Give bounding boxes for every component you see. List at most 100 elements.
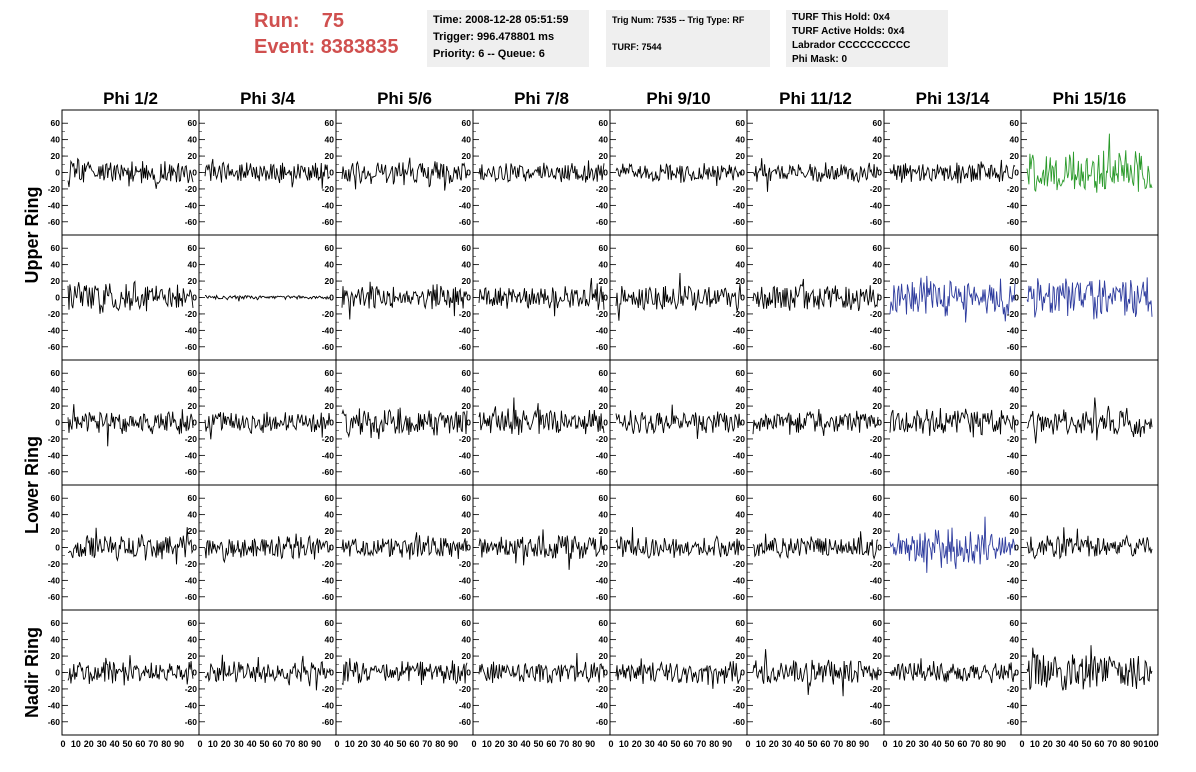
waveform-trace xyxy=(889,159,1016,184)
y-tick-label: 20 xyxy=(51,401,61,411)
waveform-trace xyxy=(341,407,468,440)
run-row: Run: 75 xyxy=(254,8,399,34)
column-header: Phi 7/8 xyxy=(514,89,569,108)
x-tick-label: 90 xyxy=(585,739,595,749)
x-tick-label: 40 xyxy=(1069,739,1079,749)
x-tick-label: 80 xyxy=(161,739,171,749)
y-tick-label: -40 xyxy=(322,700,335,710)
x-tick-label: 70 xyxy=(970,739,980,749)
y-tick-label: -40 xyxy=(185,325,198,335)
y-tick-label: 40 xyxy=(51,510,61,520)
y-tick-label: 60 xyxy=(51,368,61,378)
y-tick-label: 20 xyxy=(188,151,198,161)
y-tick-label: 0 xyxy=(603,418,608,428)
waveform-trace xyxy=(478,397,605,436)
y-tick-label: -40 xyxy=(1007,700,1020,710)
y-tick-label: 60 xyxy=(736,618,746,628)
y-tick-label: 20 xyxy=(325,526,335,536)
waveform-trace xyxy=(889,275,1016,323)
y-tick-label: -40 xyxy=(48,200,61,210)
y-tick-label: 0 xyxy=(877,168,882,178)
y-tick-label: -40 xyxy=(1007,575,1020,585)
y-tick-label: -40 xyxy=(1007,200,1020,210)
y-tick-label: -40 xyxy=(1007,325,1020,335)
y-tick-label: 40 xyxy=(51,260,61,270)
y-tick-label: -20 xyxy=(1007,434,1020,444)
x-tick-label: 80 xyxy=(435,739,445,749)
waveform-trace xyxy=(478,160,605,183)
y-tick-label: 60 xyxy=(599,368,609,378)
y-tick-label: 0 xyxy=(466,543,471,553)
labrador-text: Labrador CCCCCCCCCC xyxy=(792,40,911,51)
time-info-box: Time: 2008-12-28 05:51:59 Trigger: 996.4… xyxy=(427,10,589,67)
waveform-trace xyxy=(341,658,468,686)
y-tick-label: 0 xyxy=(603,168,608,178)
y-tick-label: 20 xyxy=(188,401,198,411)
y-tick-label: -60 xyxy=(48,342,61,352)
y-tick-label: 20 xyxy=(325,651,335,661)
x-tick-label: 60 xyxy=(546,739,556,749)
y-tick-label: -60 xyxy=(459,342,472,352)
y-tick-label: 0 xyxy=(603,668,608,678)
y-tick-label: -20 xyxy=(1007,184,1020,194)
y-tick-label: -20 xyxy=(596,684,609,694)
x-tick-label: 20 xyxy=(632,739,642,749)
y-tick-label: -20 xyxy=(322,684,335,694)
y-tick-label: -20 xyxy=(596,184,609,194)
y-tick-label: -40 xyxy=(596,450,609,460)
y-tick-label: 60 xyxy=(873,618,883,628)
y-tick-label: 0 xyxy=(329,543,334,553)
y-tick-label: 0 xyxy=(877,293,882,303)
y-tick-label: 0 xyxy=(329,418,334,428)
y-tick-label: 40 xyxy=(599,260,609,270)
y-tick-label: 20 xyxy=(188,651,198,661)
y-tick-label: 0 xyxy=(1014,293,1019,303)
y-tick-label: -60 xyxy=(733,467,746,477)
y-tick-label: 20 xyxy=(1010,151,1020,161)
x-tick-label: 80 xyxy=(298,739,308,749)
waveform-trace xyxy=(1026,645,1153,691)
x-tick-label: 50 xyxy=(944,739,954,749)
y-tick-label: -60 xyxy=(1007,717,1020,727)
x-tick-label: 70 xyxy=(833,739,843,749)
y-tick-label: 20 xyxy=(462,401,472,411)
y-tick-label: -20 xyxy=(1007,684,1020,694)
y-tick-label: 0 xyxy=(55,293,60,303)
y-tick-label: 60 xyxy=(1010,243,1020,253)
y-tick-label: 40 xyxy=(188,385,198,395)
y-tick-label: 60 xyxy=(188,493,198,503)
x-tick-label: 40 xyxy=(384,739,394,749)
y-tick-label: 60 xyxy=(188,243,198,253)
y-tick-label: -20 xyxy=(870,309,883,319)
y-tick-label: -60 xyxy=(733,592,746,602)
y-tick-label: 40 xyxy=(1010,635,1020,645)
y-tick-label: -60 xyxy=(48,467,61,477)
x-tick-label: 80 xyxy=(983,739,993,749)
y-tick-label: -60 xyxy=(596,717,609,727)
x-tick-label: 80 xyxy=(572,739,582,749)
x-tick-label: 10 xyxy=(208,739,218,749)
x-tick-label: 0 xyxy=(882,739,887,749)
x-tick-label: 60 xyxy=(135,739,145,749)
y-tick-label: 60 xyxy=(736,243,746,253)
y-tick-label: 60 xyxy=(599,618,609,628)
y-tick-label: -40 xyxy=(1007,450,1020,460)
turf-text: TURF: 7544 xyxy=(612,42,662,52)
y-tick-label: 0 xyxy=(192,293,197,303)
waveform-trace xyxy=(752,649,879,697)
y-tick-label: 20 xyxy=(736,151,746,161)
y-tick-label: 0 xyxy=(740,168,745,178)
y-tick-label: 20 xyxy=(873,651,883,661)
x-tick-label: 90 xyxy=(859,739,869,749)
y-tick-label: 20 xyxy=(188,276,198,286)
x-tick-label: 0 xyxy=(197,739,202,749)
y-tick-label: -60 xyxy=(596,467,609,477)
x-tick-label: 30 xyxy=(782,739,792,749)
y-tick-label: 0 xyxy=(466,418,471,428)
phi-mask-text: Phi Mask: 0 xyxy=(792,54,848,65)
waveform-trace xyxy=(478,529,605,570)
column-header: Phi 13/14 xyxy=(916,89,990,108)
x-tick-label: 30 xyxy=(919,739,929,749)
y-tick-label: -20 xyxy=(48,559,61,569)
y-tick-label: 40 xyxy=(1010,510,1020,520)
